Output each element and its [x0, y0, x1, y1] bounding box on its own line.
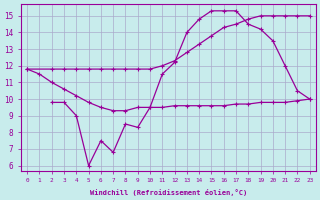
X-axis label: Windchill (Refroidissement éolien,°C): Windchill (Refroidissement éolien,°C) [90, 189, 247, 196]
